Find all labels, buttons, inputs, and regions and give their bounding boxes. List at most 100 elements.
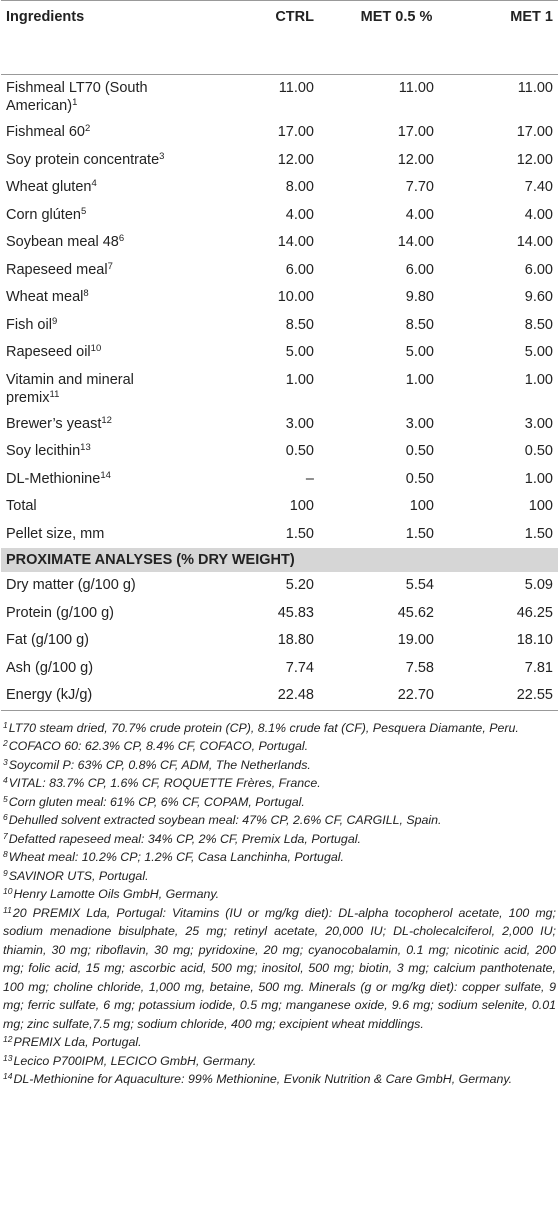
footnote-number: 9 xyxy=(3,867,8,878)
footnote: 3Soycomil P: 63% CP, 0.8% CF, ADM, The N… xyxy=(3,756,556,775)
ingredient-cell: Fishmeal LT70 (South American)1 xyxy=(1,75,201,120)
footnote-number: 8 xyxy=(3,849,8,859)
table-row: Fishmeal LT70 (South American)1 11.00 11.0… xyxy=(1,75,558,120)
value-cell: 4.00 xyxy=(285,206,314,223)
footnote-ref: 9 xyxy=(51,315,58,327)
value-cell: 4.00 xyxy=(524,206,553,223)
value-cell: 14.00 xyxy=(516,234,553,250)
footnote-number: 11 xyxy=(3,904,12,915)
value-cell: 19.00 xyxy=(397,632,434,648)
footnote: 4VITAL: 83.7% CP, 1.6% CF, ROQUETTE Frèr… xyxy=(3,774,556,793)
footnote: 10Henry Lamotte Oils GmbH, Germany. xyxy=(3,885,556,904)
value-cell: 1.00 xyxy=(405,371,434,388)
value-cell: 0.50 xyxy=(405,470,434,487)
footnote-number: 13 xyxy=(3,1052,13,1063)
value-cell: 7.70 xyxy=(405,179,434,195)
value-cell: 45.62 xyxy=(397,604,434,621)
ingredient-name: Wheat meal xyxy=(6,289,84,305)
ingredient-cell: Brewer’s yeast12 xyxy=(1,411,201,439)
footnotes: 1LT70 steam dried, 70.7% crude protein (… xyxy=(0,711,559,1089)
value-cell: 7.74 xyxy=(285,659,314,676)
value-cell: 9.80 xyxy=(405,289,434,305)
ingredient-cell: Wheat gluten4 xyxy=(1,174,201,202)
footnote-ref: 1 xyxy=(72,97,78,108)
ingredient-name: Fat (g/100 g) xyxy=(6,632,90,648)
ingredient-cell: Corn glúten5 xyxy=(1,202,201,230)
table-row: Fishmeal 602 17.00 17.00 17.00 xyxy=(1,119,558,147)
footnote-text: DL-Methionine for Aquaculture: 99% Methi… xyxy=(13,1072,513,1086)
ingredient-name: Total xyxy=(6,498,37,514)
value-cell: 1.00 xyxy=(285,371,314,388)
footnote: 14DL-Methionine for Aquaculture: 99% Met… xyxy=(3,1070,556,1089)
footnote: 8Wheat meal: 10.2% CP; 1.2% CF, Casa Lan… xyxy=(3,848,556,867)
footnote-text: Defatted rapeseed meal: 34% CP, 2% CF, P… xyxy=(8,831,361,846)
ingredient-name: Energy (kJ/g) xyxy=(6,687,93,703)
ingredient-cell: Vitamin and mineral premix11 xyxy=(1,367,201,411)
table-body: Fishmeal LT70 (South American)1 11.00 11.0… xyxy=(1,75,558,711)
footnote-text: Corn gluten meal: 61% CP, 6% CF, COPAM, … xyxy=(8,794,305,809)
value-cell: 1.00 xyxy=(524,371,553,388)
footnote-ref: 13 xyxy=(80,442,91,453)
footnote-ref: 8 xyxy=(83,288,89,299)
value-cell: 22.55 xyxy=(439,682,558,711)
footnote: 9SAVINOR UTS, Portugal. xyxy=(3,867,556,886)
ingredient-cell: DL-Methionine14 xyxy=(1,466,201,494)
value-cell: 12.00 xyxy=(516,151,553,168)
footnote: 13Lecico P700IPM, LECICO GmbH, Germany. xyxy=(3,1052,556,1071)
value-cell: 9.60 xyxy=(524,289,553,305)
footnote-text: SAVINOR UTS, Portugal. xyxy=(8,868,149,883)
value-cell: 8.50 xyxy=(405,316,434,333)
ingredient-cell: Soy lecithin13 xyxy=(1,438,201,466)
table-row: Soybean meal 486 14.00 14.00 14.00 xyxy=(1,229,558,257)
value-cell: 11.00 xyxy=(398,80,434,96)
footnote-text: Dehulled solvent extracted soybean meal:… xyxy=(8,813,442,827)
footnote-number: 2 xyxy=(3,738,8,748)
table-row: Ash (g/100 g) 7.74 7.58 7.81 xyxy=(1,655,558,683)
ingredient-name: Brewer’s yeast xyxy=(6,415,102,432)
table-row: Energy (kJ/g) 22.48 22.70 22.55 xyxy=(1,682,558,711)
footnote-number: 12 xyxy=(3,1034,13,1044)
table-row: Corn glúten5 4.00 4.00 4.00 xyxy=(1,202,558,230)
footnote-text: Lecico P700IPM, LECICO GmbH, Germany. xyxy=(13,1053,257,1068)
ingredient-name: Pellet size, mm xyxy=(6,525,105,542)
header-cell: MET 0.5 % xyxy=(360,9,433,25)
footnote: 2COFACO 60: 62.3% CP, 8.4% CF, COFACO, P… xyxy=(3,737,556,756)
footnote-ref: 12 xyxy=(101,414,112,426)
footnote-number: 14 xyxy=(3,1071,13,1081)
ingredient-name: Corn glúten xyxy=(6,206,81,223)
value-cell: 5.09 xyxy=(524,577,553,593)
ingredient-name: Wheat gluten xyxy=(6,179,92,195)
value-cell: 5.20 xyxy=(285,577,314,593)
ingredient-cell: Fish oil9 xyxy=(1,312,201,340)
value-cell: 5.00 xyxy=(405,344,434,360)
footnote-ref: 4 xyxy=(91,178,97,189)
ingredient-name: DL-Methionine xyxy=(6,470,101,487)
footnote-ref: 14 xyxy=(100,469,111,481)
value-cell: 10.00 xyxy=(277,289,314,305)
value-cell: 45.83 xyxy=(277,604,314,621)
value-cell: 0.50 xyxy=(524,443,553,459)
ingredient-cell: Rapeseed meal7 xyxy=(1,257,201,285)
footnote: 7Defatted rapeseed meal: 34% CP, 2% CF, … xyxy=(3,830,556,849)
ingredient-cell: Fishmeal 602 xyxy=(1,119,201,147)
footnote-ref: 11 xyxy=(49,388,60,400)
value-cell: 17.00 xyxy=(516,124,553,140)
table-row: Pellet size, mm 1.50 1.50 1.50 xyxy=(1,521,558,549)
value-cell: 17.00 xyxy=(277,124,314,140)
footnote-text: VITAL: 83.7% CP, 1.6% CF, ROQUETTE Frère… xyxy=(8,776,321,790)
ingredient-cell: Dry matter (g/100 g) xyxy=(1,572,201,600)
table-header: Ingredients CTRL MET 0.5 % MET 1 xyxy=(1,0,558,75)
table-row: Vitamin and mineral premix11 1.00 1.00 1.00 xyxy=(1,367,558,411)
value-cell: 3.00 xyxy=(524,415,553,432)
table-row: Soy protein concentrate3 12.00 12.00 12.00 xyxy=(1,147,558,175)
value-cell: 5.54 xyxy=(405,577,434,593)
footnote: 6Dehulled solvent extracted soybean meal… xyxy=(3,811,556,830)
footnote: 12PREMIX Lda, Portugal. xyxy=(3,1033,556,1052)
footnote-number: 4 xyxy=(3,775,8,785)
value-cell: 1.50 xyxy=(285,525,314,542)
ingredient-cell: Energy (kJ/g) xyxy=(1,682,201,711)
ingredient-name: Fishmeal 60 xyxy=(6,124,85,140)
value-cell: 18.80 xyxy=(277,632,314,648)
table-row: Soy lecithin13 0.50 0.50 0.50 xyxy=(1,438,558,466)
footnote: 1120 PREMIX Lda, Portugal: Vitamins (IU … xyxy=(3,904,556,1034)
